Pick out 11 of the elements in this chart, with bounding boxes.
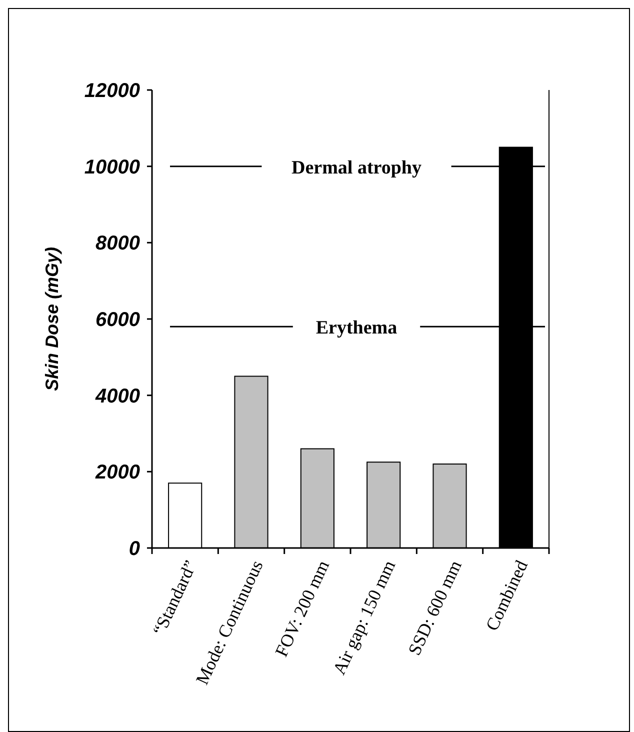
y-tick-label: 12000	[84, 80, 140, 102]
y-tick-label: 4000	[94, 385, 140, 408]
ref-line-label: Dermal atrophy	[292, 157, 422, 178]
x-tick-label: SSD: 600 mm	[404, 557, 466, 658]
y-axis-title: Skin Dose (mGy)	[42, 246, 62, 392]
y-tick-label: 10000	[84, 156, 140, 178]
y-tick-label: 6000	[96, 309, 140, 331]
y-tick-label: 0	[128, 538, 140, 560]
y-tick-label: 2000	[94, 462, 140, 484]
ref-line-label: Erythema	[316, 318, 398, 339]
y-tick-label: 8000	[96, 232, 140, 255]
